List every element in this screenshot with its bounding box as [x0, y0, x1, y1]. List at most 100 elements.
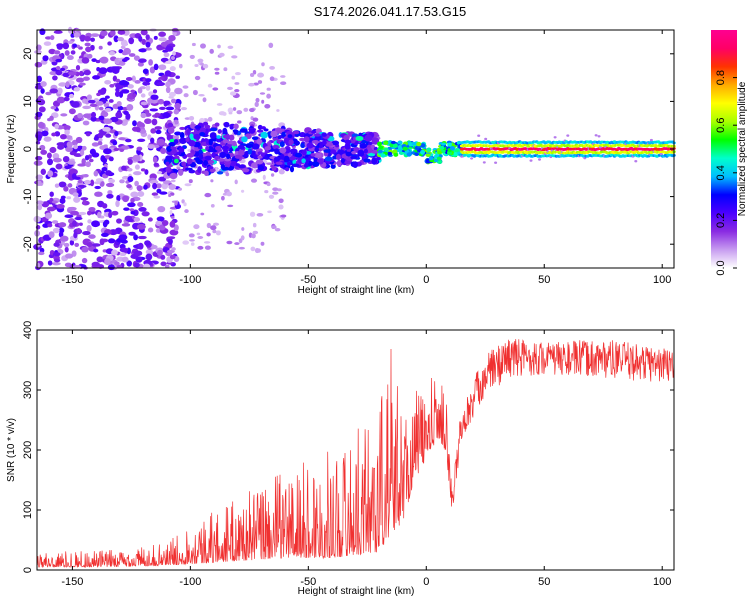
spectrogram-cell: [118, 60, 126, 66]
spectrogram-cell: [121, 51, 128, 56]
spectrogram-cell: [207, 83, 213, 88]
spectrogram-cell: [107, 264, 115, 271]
spectrogram-cell: [273, 156, 281, 161]
spectrogram-cell: [439, 145, 445, 150]
spectrogram-cell: [137, 62, 144, 67]
spectrogram-cell: [144, 47, 153, 51]
spectrogram-cell: [280, 81, 287, 85]
spectrogram-cell: [127, 202, 136, 208]
spectrogram-cell: [484, 137, 488, 141]
spectrogram-cell: [49, 71, 58, 76]
spectrogram-cell: [93, 248, 99, 253]
spectrogram-cell: [77, 184, 87, 188]
spectrogram-cell: [147, 217, 153, 222]
spectrogram-cell: [204, 170, 209, 177]
spectrogram-cell: [86, 94, 92, 100]
spectrogram-cell: [425, 153, 431, 157]
spectrogram-cell: [399, 151, 405, 155]
spectrogram-cell: [119, 148, 125, 152]
spectrogram-cell: [226, 140, 234, 145]
spectrogram-cell: [114, 261, 120, 266]
spectrogram-cell: [287, 134, 293, 139]
spectrogram-cell: [437, 159, 443, 165]
spectrogram-cell: [371, 137, 380, 145]
spectrogram-cell: [101, 232, 109, 237]
spectrogram-cell: [174, 131, 182, 136]
spectrogram-cell: [236, 110, 243, 115]
spectrogram-cell: [62, 125, 71, 130]
spectrogram-cell: [214, 71, 220, 75]
spectrogram-cell: [125, 77, 133, 81]
spectrogram-cell: [234, 88, 240, 93]
spectrogram-cell: [47, 260, 53, 266]
spectrogram-cell: [62, 72, 70, 78]
spectrogram-y-tick: -10: [22, 189, 674, 205]
spectrogram-cell: [103, 219, 110, 225]
spectrogram-cell: [197, 236, 204, 239]
spectrogram-cell: [217, 44, 221, 49]
spectrogram-cell: [303, 136, 310, 143]
svg-text:0: 0: [423, 576, 429, 588]
spectrogram-cell: [264, 189, 269, 194]
spectrogram-cell: [73, 32, 80, 38]
spectrogram-cell: [245, 143, 254, 149]
spectrogram-cell: [428, 156, 434, 161]
spectrogram-cell: [288, 139, 294, 146]
spectrogram-cell: [162, 112, 171, 119]
spectrogram-cell: [259, 92, 266, 95]
spectrogram-cell: [343, 134, 350, 141]
spectrogram-cell: [109, 29, 116, 37]
spectrogram-cell: [51, 132, 57, 137]
spectrogram-cell: [420, 149, 426, 155]
spectrogram-cell: [103, 118, 113, 125]
snr-x-tick: 100: [653, 330, 671, 588]
spectrogram-cell: [49, 115, 54, 121]
spectrogram-cell: [136, 146, 143, 151]
spectrogram-cell: [169, 254, 176, 260]
spectrogram-cell: [131, 75, 136, 82]
spectrogram-cell: [263, 128, 269, 132]
spectrogram-cell: [145, 34, 150, 40]
spectrogram-cell: [367, 152, 376, 157]
spectrogram-cell: [257, 165, 265, 171]
spectrogram-cell: [237, 144, 245, 150]
spectrogram-cell: [216, 171, 224, 175]
spectrogram-cell: [261, 62, 265, 67]
spectrogram-cell: [115, 111, 123, 119]
spectrogram-cell: [137, 235, 147, 240]
spectrogram-cell: [40, 168, 47, 175]
spectrogram-cell: [165, 81, 171, 88]
spectrogram-cell: [160, 254, 166, 260]
snr-y-label: SNR (10 * v/v): [6, 418, 17, 482]
spectrogram-cell: [221, 195, 225, 201]
spectrogram-cell: [81, 158, 86, 165]
spectrogram-cell: [108, 51, 116, 56]
spectrogram-cell: [108, 156, 114, 162]
spectrogram-cell: [88, 234, 96, 239]
spectrogram-cell: [264, 146, 272, 151]
svg-text:20: 20: [22, 48, 34, 60]
spectrogram-cell: [210, 225, 217, 231]
spectrogram-cell: [91, 152, 100, 158]
spectrogram-cell: [156, 82, 166, 86]
svg-text:-100: -100: [179, 576, 201, 588]
spectrogram-cell: [241, 227, 245, 231]
spectrogram-cell: [147, 144, 156, 149]
spectrogram-cell: [85, 132, 91, 137]
spectrogram-cell: [38, 121, 45, 129]
spectrogram-cell: [200, 43, 206, 49]
spectrogram-cell: [266, 87, 271, 91]
spectrogram-cell: [113, 147, 120, 152]
spectrogram-cell: [293, 130, 300, 135]
spectrogram-cell: [223, 157, 232, 162]
spectrogram-cell: [377, 149, 383, 154]
spectrogram-cell: [253, 82, 259, 86]
spectrogram-cell: [37, 204, 43, 211]
spectrogram-cell: [52, 157, 62, 163]
spectrogram-cell: [173, 158, 179, 164]
spectrogram-cell: [390, 140, 396, 145]
spectrogram-cell: [287, 161, 292, 166]
spectrogram-cell: [153, 162, 160, 167]
spectrogram-cell: [69, 239, 75, 246]
spectrogram-cell: [130, 191, 139, 198]
